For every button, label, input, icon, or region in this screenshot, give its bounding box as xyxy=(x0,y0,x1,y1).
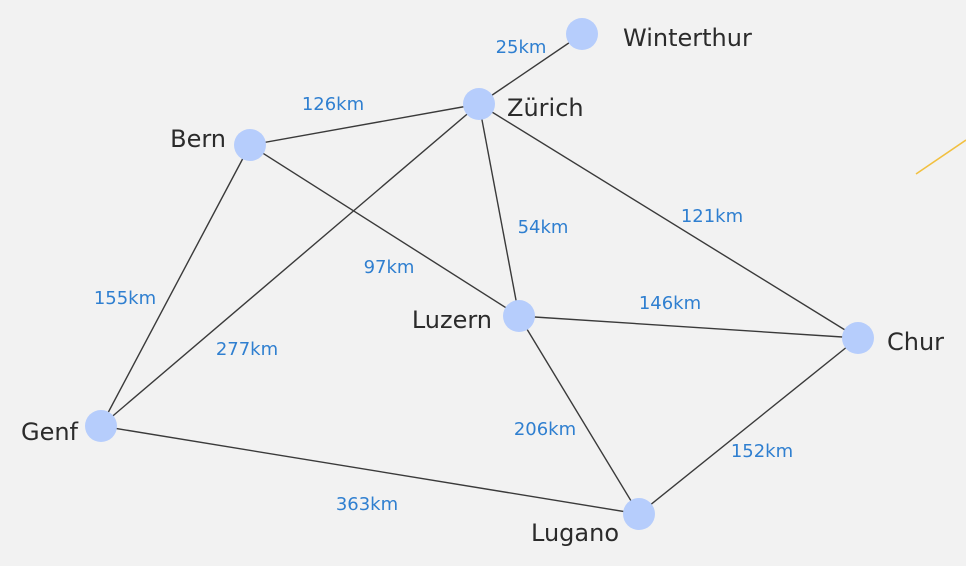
edge-genf-lugano xyxy=(100,425,640,515)
edge-zurich-genf xyxy=(100,103,480,427)
edge-zurich-chur xyxy=(478,103,859,339)
node-label-winterthur: Winterthur xyxy=(623,24,752,52)
node-bern[interactable] xyxy=(234,129,266,161)
edge-label-luzern-lugano: 206km xyxy=(514,419,576,440)
node-labels-layer: Winterthur Zürich Bern Luzern Chur Genf Lugano xyxy=(21,24,944,547)
edge-label-zurich-genf: 277km xyxy=(216,339,278,360)
node-winterthur[interactable] xyxy=(566,18,598,50)
edge-chur-lugano xyxy=(638,337,859,515)
edge-label-bern-genf: 155km xyxy=(94,288,156,309)
node-label-genf: Genf xyxy=(21,418,79,446)
edge-luzern-chur xyxy=(518,315,859,339)
edge-labels-layer: 25km 126km 54km 121km 277km 97km 155km 146km 206… xyxy=(94,37,793,515)
edge-label-luzern-chur: 146km xyxy=(639,293,701,314)
edge-bern-zurich xyxy=(249,103,480,146)
edge-label-genf-lugano: 363km xyxy=(336,494,398,515)
node-zurich[interactable] xyxy=(463,88,495,120)
node-chur[interactable] xyxy=(842,322,874,354)
edge-luzern-lugano xyxy=(518,315,640,515)
node-label-chur: Chur xyxy=(887,328,944,356)
edge-label-bern-luzern: 97km xyxy=(364,257,415,278)
edge-bern-genf xyxy=(100,144,251,427)
edge-label-zurich-luzern: 54km xyxy=(518,217,569,238)
edge-label-zurich-chur: 121km xyxy=(681,206,743,227)
edge-label-chur-lugano: 152km xyxy=(731,441,793,462)
edge-zurich-winterthur xyxy=(478,33,583,105)
nodes-layer xyxy=(85,18,874,530)
edge-label-bern-zurich: 126km xyxy=(302,94,364,115)
stray-line xyxy=(915,139,966,175)
edge-zurich-luzern xyxy=(478,103,520,317)
edges-layer xyxy=(100,33,859,515)
node-luzern[interactable] xyxy=(503,300,535,332)
node-genf[interactable] xyxy=(85,410,117,442)
edge-label-zurich-winterthur: 25km xyxy=(496,37,547,58)
node-label-zurich: Zürich xyxy=(507,94,584,122)
node-label-lugano: Lugano xyxy=(531,519,619,547)
node-label-bern: Bern xyxy=(170,125,226,153)
node-label-luzern: Luzern xyxy=(412,306,492,334)
edge-bern-luzern xyxy=(249,144,520,317)
node-lugano[interactable] xyxy=(623,498,655,530)
